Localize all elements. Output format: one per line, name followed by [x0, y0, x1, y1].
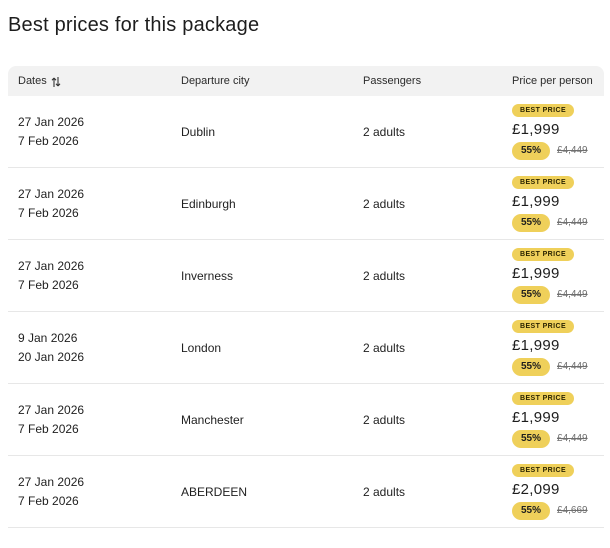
passengers-cell: 2 adults: [363, 124, 406, 139]
date-end: 7 Feb 2026: [18, 277, 79, 292]
price-cell: BEST PRICE £1,999 55% £4,449: [512, 98, 604, 166]
discount-badge: 55%: [512, 501, 551, 520]
price-per-person: £1,999: [512, 264, 560, 282]
passengers-cell: 2 adults: [363, 340, 406, 355]
page-title: Best prices for this package: [8, 14, 260, 36]
discount-row: 55% £4,669: [512, 501, 588, 520]
departure-city-cell: Manchester: [181, 412, 244, 427]
date-start: 27 Jan 2026: [18, 186, 85, 201]
discount-badge: 55%: [512, 141, 551, 160]
table-body: 27 Jan 2026 7 Feb 2026 Dublin 2 adults B…: [8, 96, 604, 528]
date-end: 7 Feb 2026: [18, 205, 79, 220]
price-per-person: £1,999: [512, 336, 560, 354]
dates-cell: 27 Jan 2026 7 Feb 2026: [8, 257, 181, 295]
departure-city-cell: London: [181, 340, 222, 355]
dates-cell: 9 Jan 2026 20 Jan 2026: [8, 329, 181, 367]
date-start: 27 Jan 2026: [18, 258, 85, 273]
discount-row: 55% £4,449: [512, 429, 588, 448]
old-price: £4,449: [557, 217, 588, 228]
table-row[interactable]: 27 Jan 2026 7 Feb 2026 Dublin 2 adults B…: [8, 96, 604, 168]
date-end: 7 Feb 2026: [18, 493, 79, 508]
price-per-person: £2,099: [512, 480, 560, 498]
best-prices-table: Dates Departure city Passengers Price pe…: [8, 66, 604, 528]
date-start: 27 Jan 2026: [18, 402, 85, 417]
table-header-row: Dates Departure city Passengers Price pe…: [8, 66, 604, 96]
date-start: 27 Jan 2026: [18, 114, 85, 129]
dates-cell: 27 Jan 2026 7 Feb 2026: [8, 185, 181, 223]
dates-cell: 27 Jan 2026 7 Feb 2026: [8, 113, 181, 151]
best-price-badge: BEST PRICE: [512, 103, 575, 117]
old-price: £4,449: [557, 433, 588, 444]
discount-badge: 55%: [512, 429, 551, 448]
discount-row: 55% £4,449: [512, 213, 588, 232]
discount-badge: 55%: [512, 357, 551, 376]
discount-badge: 55%: [512, 285, 551, 304]
price-cell: BEST PRICE £2,099 55% £4,669: [512, 458, 604, 526]
table-row[interactable]: 9 Jan 2026 20 Jan 2026 London 2 adults B…: [8, 312, 604, 384]
price-cell: BEST PRICE £1,999 55% £4,449: [512, 314, 604, 382]
best-price-badge: BEST PRICE: [512, 247, 575, 261]
table-row[interactable]: 27 Jan 2026 7 Feb 2026 ABERDEEN 2 adults…: [8, 456, 604, 528]
discount-row: 55% £4,449: [512, 141, 588, 160]
discount-row: 55% £4,449: [512, 357, 588, 376]
date-end: 7 Feb 2026: [18, 421, 79, 436]
date-end: 7 Feb 2026: [18, 133, 79, 148]
best-price-badge: BEST PRICE: [512, 463, 575, 477]
date-start: 9 Jan 2026: [18, 330, 78, 345]
date-start: 27 Jan 2026: [18, 474, 85, 489]
best-price-badge: BEST PRICE: [512, 175, 575, 189]
dates-cell: 27 Jan 2026 7 Feb 2026: [8, 401, 181, 439]
dates-cell: 27 Jan 2026 7 Feb 2026: [8, 473, 181, 511]
old-price: £4,669: [557, 505, 588, 516]
table-row[interactable]: 27 Jan 2026 7 Feb 2026 Inverness 2 adult…: [8, 240, 604, 312]
best-price-badge: BEST PRICE: [512, 391, 575, 405]
departure-city-cell: Inverness: [181, 268, 234, 283]
old-price: £4,449: [557, 361, 588, 372]
column-header-passengers: Passengers: [363, 75, 422, 87]
sort-icon[interactable]: [51, 76, 61, 88]
old-price: £4,449: [557, 145, 588, 156]
price-cell: BEST PRICE £1,999 55% £4,449: [512, 170, 604, 238]
passengers-cell: 2 adults: [363, 484, 406, 499]
price-cell: BEST PRICE £1,999 55% £4,449: [512, 386, 604, 454]
passengers-cell: 2 adults: [363, 412, 406, 427]
departure-city-cell: ABERDEEN: [181, 484, 248, 499]
old-price: £4,449: [557, 289, 588, 300]
price-cell: BEST PRICE £1,999 55% £4,449: [512, 242, 604, 310]
discount-row: 55% £4,449: [512, 285, 588, 304]
table-row[interactable]: 27 Jan 2026 7 Feb 2026 Manchester 2 adul…: [8, 384, 604, 456]
passengers-cell: 2 adults: [363, 268, 406, 283]
best-price-badge: BEST PRICE: [512, 319, 575, 333]
price-per-person: £1,999: [512, 192, 560, 210]
date-end: 20 Jan 2026: [18, 349, 85, 364]
discount-badge: 55%: [512, 213, 551, 232]
departure-city-cell: Edinburgh: [181, 196, 236, 211]
table-row[interactable]: 27 Jan 2026 7 Feb 2026 Edinburgh 2 adult…: [8, 168, 604, 240]
column-header-departure-city: Departure city: [181, 75, 250, 87]
passengers-cell: 2 adults: [363, 196, 406, 211]
column-header-dates[interactable]: Dates: [8, 75, 181, 88]
price-per-person: £1,999: [512, 408, 560, 426]
column-header-price-per-person: Price per person: [512, 75, 593, 87]
departure-city-cell: Dublin: [181, 124, 216, 139]
price-per-person: £1,999: [512, 120, 560, 138]
column-header-dates-label: Dates: [18, 75, 47, 87]
